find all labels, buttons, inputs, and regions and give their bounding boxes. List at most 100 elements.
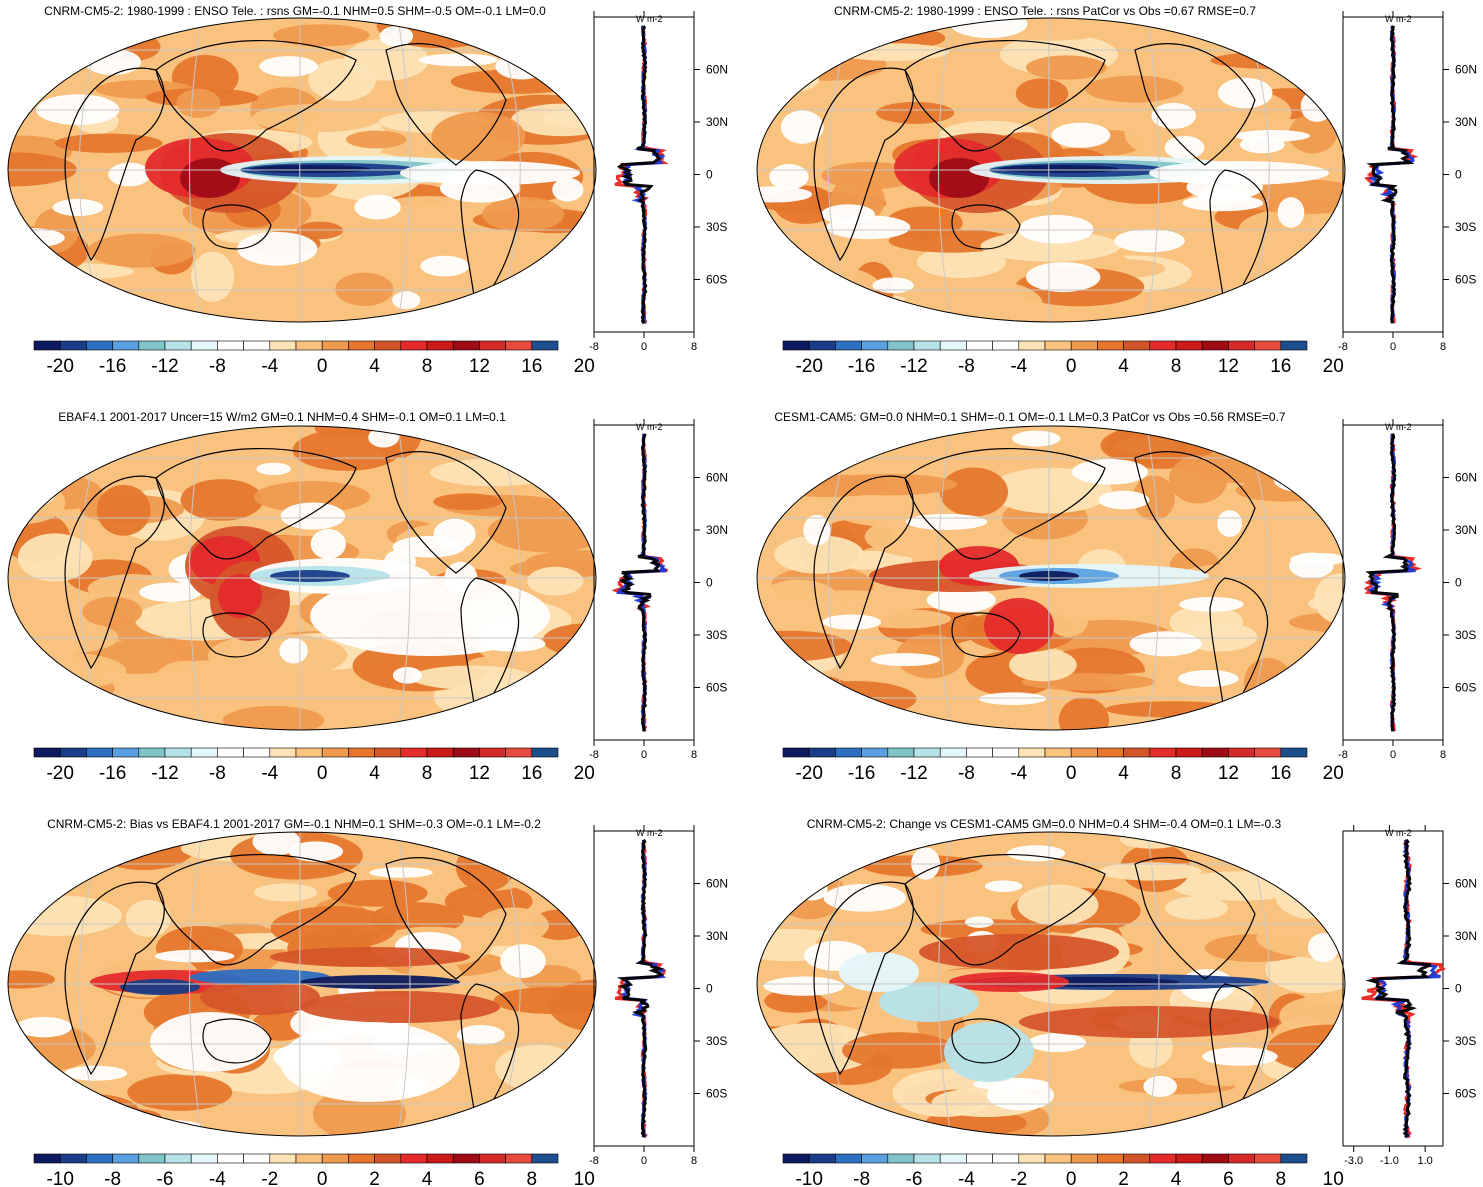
- colorbar: -10 -8 -6 -4 -2 0 2 4 6 8 10: [782, 1153, 1344, 1187]
- colorbar-tick-label: 16: [1270, 356, 1291, 377]
- zonal-profile: W m-2 -8 0 8 60N 30N 0 30S 60S: [1338, 11, 1477, 353]
- colorbar-tick-label: 0: [317, 1169, 328, 1187]
- profile-lat-label: 30S: [706, 220, 727, 234]
- colorbar-tick-label: 4: [369, 356, 380, 377]
- colorbar-tick-label: 12: [1218, 356, 1239, 377]
- profile-lat-label: 30N: [706, 929, 728, 943]
- profile-lat-label: 0: [706, 168, 713, 182]
- colorbar-tick-label: -8: [958, 763, 975, 784]
- profile-line-black: [1365, 433, 1410, 732]
- colorbar-tick-label: 20: [1323, 356, 1344, 377]
- profile-xtick-label: 8: [691, 749, 697, 761]
- profile-xtick-label: 8: [1440, 341, 1446, 353]
- panel-title: CESM1-CAM5: GM=0.0 NHM=0.1 SHM=-0.1 OM=-…: [774, 410, 1286, 424]
- colorbar: -20 -16 -12 -8 -4 0 4 8 12 16 20: [782, 340, 1344, 377]
- profile-lat-label: 30N: [1455, 523, 1477, 537]
- profile-lat-label: 60N: [1455, 471, 1477, 485]
- colorbar-tick-label: 12: [469, 763, 490, 784]
- colorbar-tick-label: 2: [1118, 1169, 1129, 1187]
- colorbar-tick-label: -4: [261, 763, 278, 784]
- profile-lat-label: 60N: [1455, 877, 1477, 891]
- colorbar-tick-label: -12: [900, 356, 927, 377]
- colorbar-tick-label: -2: [261, 1169, 278, 1187]
- colorbar-tick-label: -16: [848, 356, 875, 377]
- zonal-profile: W m-2 -8 0 8 60N 30N 0 30S 60S: [589, 11, 728, 353]
- colorbar-tick-label: 8: [1171, 356, 1182, 377]
- panel-title: CNRM-CM5-2: 1980-1999 : ENSO Tele. : rsn…: [834, 4, 1256, 18]
- colorbar-tick-label: 0: [317, 763, 328, 784]
- profile-lat-label: 30N: [1455, 929, 1477, 943]
- colorbar-tick-label: -6: [906, 1169, 923, 1187]
- profile-line-black: [1365, 838, 1432, 1139]
- profile-lat-label: 30N: [1455, 115, 1477, 129]
- colorbar-tick-label: -16: [99, 763, 126, 784]
- profile-unit-label: W m-2: [636, 422, 663, 432]
- profile-lat-label: 30N: [706, 115, 728, 129]
- profile-xtick-label: -8: [1338, 341, 1348, 353]
- profile-xtick-label: 0: [641, 749, 647, 761]
- profile-xtick-label: -8: [589, 1155, 599, 1167]
- colorbar-tick-label: -20: [795, 356, 822, 377]
- profile-line-black: [618, 433, 661, 732]
- world-map: [756, 17, 1346, 323]
- colorbar-tick-label: -20: [46, 763, 73, 784]
- colorbar-tick-label: 20: [1323, 763, 1344, 784]
- colorbar-tick-label: -4: [261, 356, 278, 377]
- profile-xtick-label: -3.0: [1344, 1155, 1363, 1167]
- colorbar-tick-label: 8: [422, 763, 433, 784]
- colorbar-tick-label: -4: [209, 1169, 226, 1187]
- panel-title: CNRM-CM5-2: Change vs CESM1-CAM5 GM=0.0 …: [807, 817, 1282, 831]
- colorbar-tick-label: -4: [1010, 356, 1027, 377]
- profile-lat-label: 60S: [1455, 273, 1476, 287]
- colorbar-tick-label: 0: [1066, 356, 1077, 377]
- profile-lat-label: 60N: [706, 63, 728, 77]
- colorbar-tick-label: 16: [1270, 763, 1291, 784]
- colorbar-tick-label: -8: [958, 356, 975, 377]
- profile-xtick-label: 0: [1390, 749, 1396, 761]
- colorbar-tick-label: -8: [209, 356, 226, 377]
- colorbar-tick-label: -8: [104, 1169, 121, 1187]
- panel-title: CNRM-CM5-2: Bias vs EBAF4.1 2001-2017 GM…: [47, 817, 541, 831]
- colorbar: -20 -16 -12 -8 -4 0 4 8 12 16 20: [33, 340, 595, 377]
- world-map: [756, 425, 1346, 731]
- profile-xtick-label: 0: [641, 341, 647, 353]
- colorbar-tick-label: 20: [574, 356, 595, 377]
- colorbar-tick-label: 6: [1223, 1169, 1234, 1187]
- colorbar-tick-label: 4: [1118, 356, 1129, 377]
- panel-title: CNRM-CM5-2: 1980-1999 : ENSO Tele. : rsn…: [44, 4, 546, 18]
- profile-lat-label: 30N: [706, 523, 728, 537]
- profile-lat-label: 30S: [706, 628, 727, 642]
- colorbar-tick-label: -12: [151, 356, 178, 377]
- profile-lat-label: 0: [1455, 982, 1462, 996]
- profile-lat-label: 30S: [1455, 1034, 1476, 1048]
- profile-unit-label: W m-2: [1385, 828, 1412, 838]
- world-map: [7, 831, 597, 1137]
- colorbar-tick-label: -20: [46, 356, 73, 377]
- profile-xtick-label: 0: [641, 1155, 647, 1167]
- profile-line-red: [614, 25, 669, 324]
- profile-line-black: [1366, 25, 1415, 324]
- colorbar-tick-label: 2: [369, 1169, 380, 1187]
- colorbar-tick-label: 12: [1218, 763, 1239, 784]
- colorbar-tick-label: 0: [317, 356, 328, 377]
- colorbar-tick-label: 12: [469, 356, 490, 377]
- profile-lat-label: 60S: [706, 681, 727, 695]
- colorbar-tick-label: -8: [209, 763, 226, 784]
- zonal-profile: W m-2 -3.0 -1.0 1.0 60N 30N 0 30S 60S: [1342, 825, 1477, 1167]
- profile-lat-label: 0: [706, 576, 713, 590]
- colorbar-tick-label: 6: [474, 1169, 485, 1187]
- colorbar-tick-label: -4: [1010, 763, 1027, 784]
- colorbar-tick-label: 0: [1066, 763, 1077, 784]
- profile-line-red: [614, 839, 666, 1139]
- colorbar-tick-label: -12: [900, 763, 927, 784]
- colorbar-tick-label: 4: [422, 1169, 433, 1187]
- profile-xtick-label: -1.0: [1380, 1155, 1399, 1167]
- colorbar-tick-label: -20: [795, 763, 822, 784]
- colorbar-tick-label: 16: [521, 763, 542, 784]
- panel-title: EBAF4.1 2001-2017 Uncer=15 W/m2 GM=0.1 N…: [58, 410, 506, 424]
- colorbar-tick-label: -8: [853, 1169, 870, 1187]
- profile-line-black: [616, 838, 665, 1138]
- colorbar-tick-label: 8: [1276, 1169, 1287, 1187]
- world-map: [7, 425, 597, 731]
